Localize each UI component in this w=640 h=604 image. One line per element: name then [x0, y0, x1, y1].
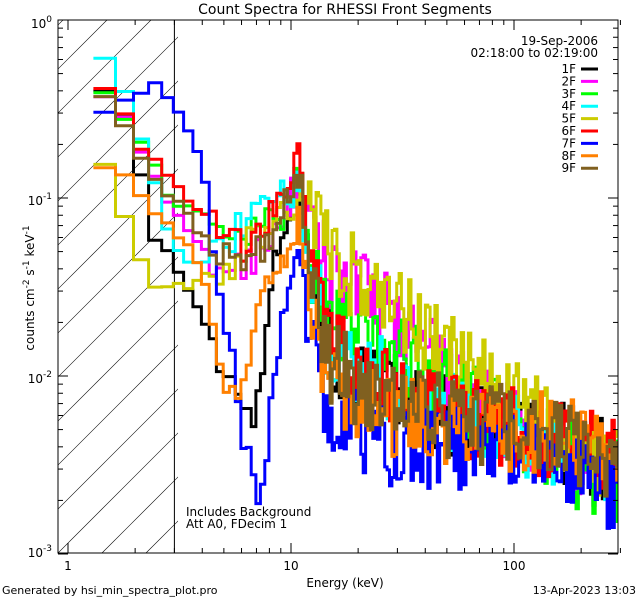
hatch-line [58, 80, 178, 202]
series-lines [93, 56, 618, 530]
legend-label-1F: 1F [561, 62, 576, 76]
x-tick-label-1: 1 [64, 559, 72, 573]
chart-title: Count Spectra for RHESSI Front Segments [198, 2, 492, 18]
legend-label-3F: 3F [561, 87, 576, 101]
x-tick-label-100: 100 [503, 559, 526, 573]
annotation-attenuator: Att A0, FDecim 1 [186, 517, 287, 531]
series-line-9F [93, 95, 618, 498]
hatch-line [58, 212, 178, 334]
hatch-line [58, 36, 178, 158]
y-axis-label: counts cm-2 s-1 keV-1 [22, 225, 37, 350]
footer-timestamp: 13-Apr-2023 13:03 [532, 584, 636, 597]
hatch-line [58, 256, 178, 378]
y-axis-ticks [58, 19, 618, 555]
hatch-line [58, 344, 178, 466]
x-axis-ticks [67, 20, 621, 553]
legend-label-2F: 2F [561, 74, 576, 88]
hatch-line [58, 432, 178, 553]
footer-generated-by: Generated by hsi_min_spectra_plot.pro [2, 584, 218, 597]
y-tick-label-1: 10-1 [28, 192, 52, 208]
x-axis-label: Energy (keV) [306, 576, 383, 590]
attenuator-hatch [58, 20, 178, 553]
annotation-background: Includes Background [186, 505, 311, 519]
legend-label-5F: 5F [561, 112, 576, 126]
x-tick-label-10: 10 [283, 559, 298, 573]
time-range-label: 02:18:00 to 02:19:00 [471, 46, 598, 60]
hatch-line [58, 20, 64, 26]
hatch-line [58, 168, 178, 290]
legend-label-7F: 7F [561, 136, 576, 150]
y-tick-label-2: 10-2 [28, 370, 52, 386]
plot-frame [57, 19, 619, 554]
hatch-line [58, 388, 178, 510]
y-tick-label-3: 10-3 [28, 544, 52, 560]
legend-label-8F: 8F [561, 149, 576, 163]
legend-label-6F: 6F [561, 124, 576, 138]
y-tick-label-0: 100 [31, 15, 52, 31]
hatch-line [58, 20, 108, 70]
date-label: 19-Sep-2006 [521, 34, 598, 48]
hatch-line [58, 20, 152, 114]
legend-label-9F: 9F [561, 161, 576, 175]
legend-label-4F: 4F [561, 99, 576, 113]
